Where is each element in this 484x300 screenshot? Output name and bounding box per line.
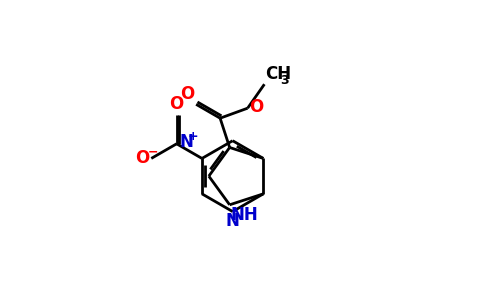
Text: +: + bbox=[187, 130, 198, 142]
Text: N: N bbox=[226, 212, 240, 230]
Text: O: O bbox=[169, 95, 184, 113]
Text: N: N bbox=[180, 133, 194, 151]
Text: O: O bbox=[249, 98, 263, 116]
Text: O: O bbox=[181, 85, 195, 103]
Text: NH: NH bbox=[230, 206, 258, 224]
Text: O: O bbox=[136, 149, 150, 167]
Text: CH: CH bbox=[265, 65, 291, 83]
Text: 3: 3 bbox=[280, 74, 288, 86]
Text: −: − bbox=[148, 146, 158, 159]
